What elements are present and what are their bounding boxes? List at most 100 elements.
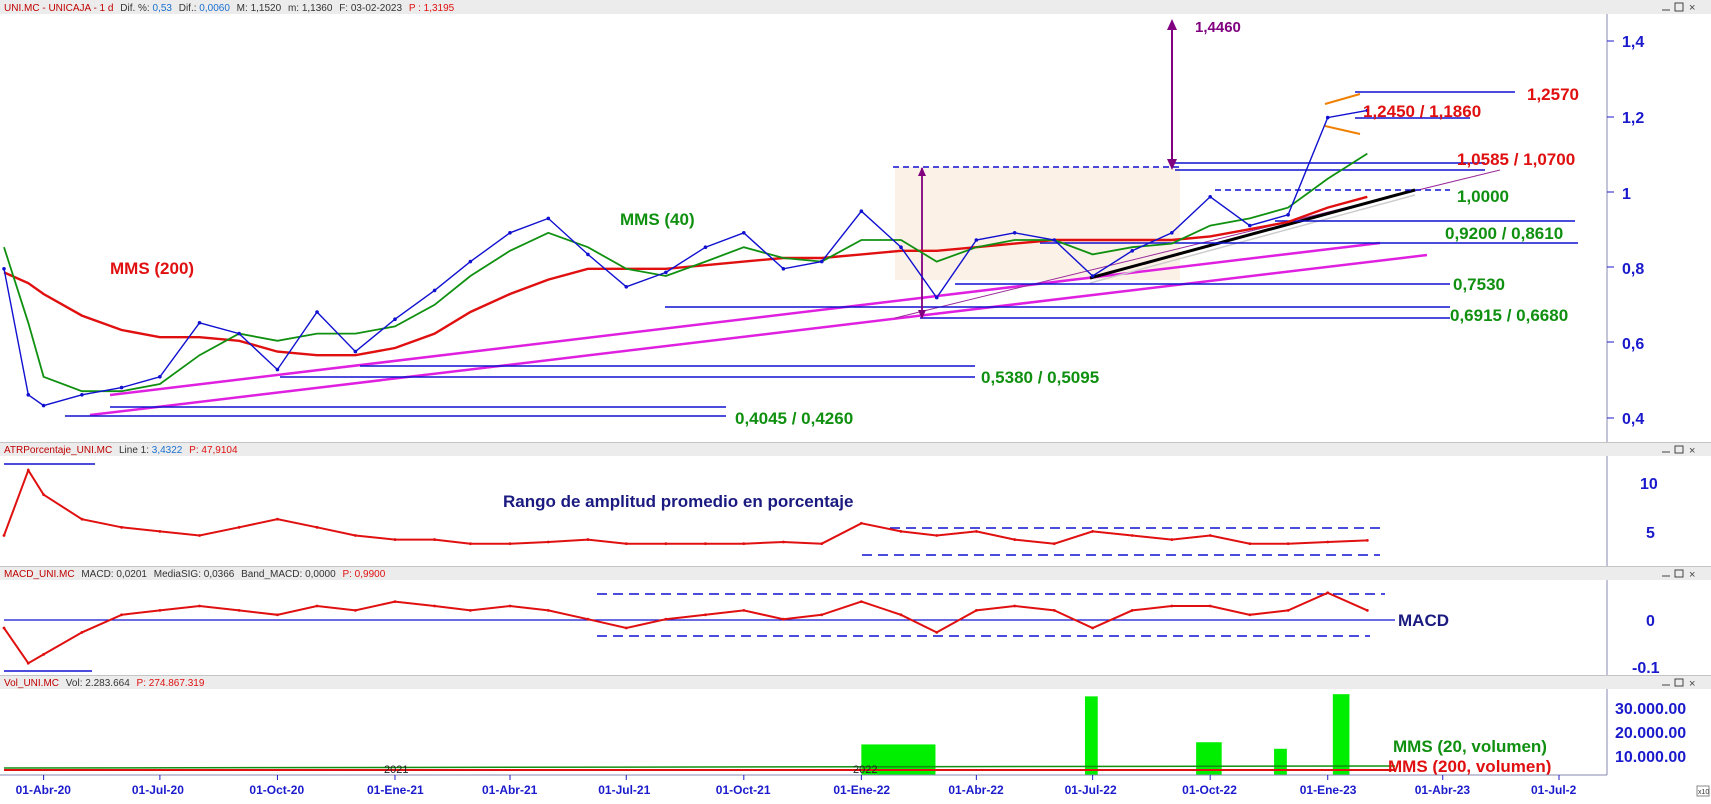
close-icon[interactable]: ×	[1689, 569, 1695, 581]
price-point	[1208, 195, 1212, 199]
atr-point	[158, 530, 162, 533]
date-tick: 01-Abr-21	[482, 783, 538, 797]
price-point	[119, 385, 124, 390]
dashed-levels	[893, 166, 1450, 191]
maximize-icon[interactable]	[1674, 569, 1684, 578]
atr-point	[1170, 538, 1174, 541]
atr-point	[2, 534, 6, 537]
trendline-black-1	[1089, 188, 1416, 280]
atr-point	[586, 538, 590, 541]
mms40-line	[3, 152, 1368, 393]
macd-point	[1208, 604, 1212, 608]
mms200-label: MMS (200)	[110, 259, 194, 278]
macd-point	[899, 613, 903, 617]
maximize-icon[interactable]	[1674, 678, 1684, 687]
macd-point	[315, 604, 319, 608]
price-tick: 1,2	[1622, 110, 1644, 127]
svg-text:ATRPorcentaje_UNI.MC Line: ATRPorcentaje_UNI.MC Line 1: 3,4322 P: 4…	[4, 445, 238, 456]
price-tick: 1,4	[1622, 34, 1644, 51]
price-point	[1170, 231, 1174, 235]
price-plot-area	[0, 14, 1607, 442]
macd-point	[1170, 604, 1174, 608]
header-price: 1,3195	[424, 3, 455, 14]
atr-point	[704, 542, 707, 546]
target-label: 1,4460	[1195, 19, 1241, 36]
atr-point	[315, 525, 319, 529]
corner-box	[1696, 785, 1710, 797]
macd-sig: 0,0366	[204, 569, 235, 580]
price-point	[237, 331, 241, 336]
close-icon[interactable]: ×	[1689, 678, 1695, 690]
date-tick: 01-Jul-22	[1065, 783, 1117, 797]
level-1245: 1,2450 / 1,1860	[1363, 102, 1481, 121]
vol-window-controls[interactable]: ×	[1662, 678, 1695, 690]
atr-point	[237, 525, 241, 529]
macd-window-controls[interactable]: ×	[1662, 569, 1695, 581]
svg-text:MACD_UNI.MC MACD: 0,02: MACD_UNI.MC MACD: 0,0201 MediaSIG: 0,036…	[4, 569, 386, 580]
price-point	[393, 317, 397, 322]
header-date: 03-02-2023	[351, 3, 403, 14]
date-tick: 01-Jul-21	[598, 783, 650, 797]
atr-point	[1130, 534, 1134, 537]
atr-point	[742, 542, 746, 546]
price-point	[80, 393, 84, 397]
macd-point	[974, 609, 978, 612]
atr-point	[546, 540, 550, 544]
macd-point	[1248, 613, 1252, 617]
main-window-controls[interactable]: ×	[1662, 2, 1695, 14]
year-label-2021: 2021	[384, 764, 408, 776]
macd-point	[704, 613, 707, 617]
price-axis: 1,4 1,2 1 0,8 0,6 0,4	[1607, 34, 1644, 428]
price-point	[1365, 108, 1370, 113]
macd-point	[42, 653, 46, 656]
header-min: 1,1360	[302, 3, 333, 14]
price-point	[1052, 238, 1057, 242]
macd-point	[820, 613, 824, 617]
atr-point	[353, 534, 357, 537]
date-tick: 01-Oct-22	[1182, 783, 1237, 797]
macd-header-bar	[0, 567, 1711, 580]
maximize-icon[interactable]	[1674, 445, 1684, 454]
atr-series-group	[2, 467, 1369, 546]
support-lines	[65, 91, 1578, 417]
atr-point	[1326, 540, 1330, 544]
macd-point	[237, 609, 241, 612]
macd-point	[624, 626, 628, 630]
vol-name: Vol_UNI.MC	[4, 678, 59, 689]
price-point	[1012, 231, 1017, 235]
date-tick: 01-Abr-23	[1415, 783, 1471, 797]
atr-window-controls[interactable]: ×	[1662, 445, 1695, 457]
macd-point	[198, 604, 201, 608]
close-icon[interactable]: ×	[1689, 2, 1695, 14]
level-1257: 1,2570	[1527, 85, 1579, 104]
header-max: 1,1520	[251, 3, 282, 14]
level-0920: 0,9200 / 0,8610	[1445, 224, 1563, 243]
level-0404: 0,4045 / 0,4260	[735, 409, 853, 428]
atr-point	[624, 542, 628, 546]
vol-p: 274.867.319	[149, 678, 205, 689]
atr-point	[1091, 530, 1095, 533]
macd-point	[80, 631, 84, 634]
macd-point	[1013, 604, 1017, 608]
macd-point	[468, 609, 472, 612]
maximize-icon[interactable]	[1674, 2, 1684, 12]
trendline-1	[89, 253, 1428, 417]
close-icon[interactable]: ×	[1689, 445, 1695, 457]
vol-header-bar	[0, 676, 1711, 689]
header-symbol: UNI.MC - UNICAJA - 1 d	[4, 3, 113, 14]
price-point	[1090, 274, 1095, 278]
target-arrow-head	[1167, 19, 1177, 30]
price-point	[859, 209, 864, 213]
macd-dashed-band	[597, 593, 1385, 637]
vol-value: 2.283.664	[85, 678, 130, 689]
macd-tick: 0	[1646, 613, 1655, 630]
macd-point	[433, 604, 436, 608]
date-axis: 01-Abr-20 01-Jul-20 01-Oct-20 01-Ene-21 01-A…	[16, 775, 1577, 797]
vol-tick: 30.000.00	[1615, 701, 1686, 718]
flag-top	[1324, 93, 1361, 105]
price-point	[275, 367, 280, 372]
macd-title: MACD	[1398, 611, 1449, 630]
atr-title: Rango de amplitud promedio en porcentaje	[503, 492, 853, 511]
